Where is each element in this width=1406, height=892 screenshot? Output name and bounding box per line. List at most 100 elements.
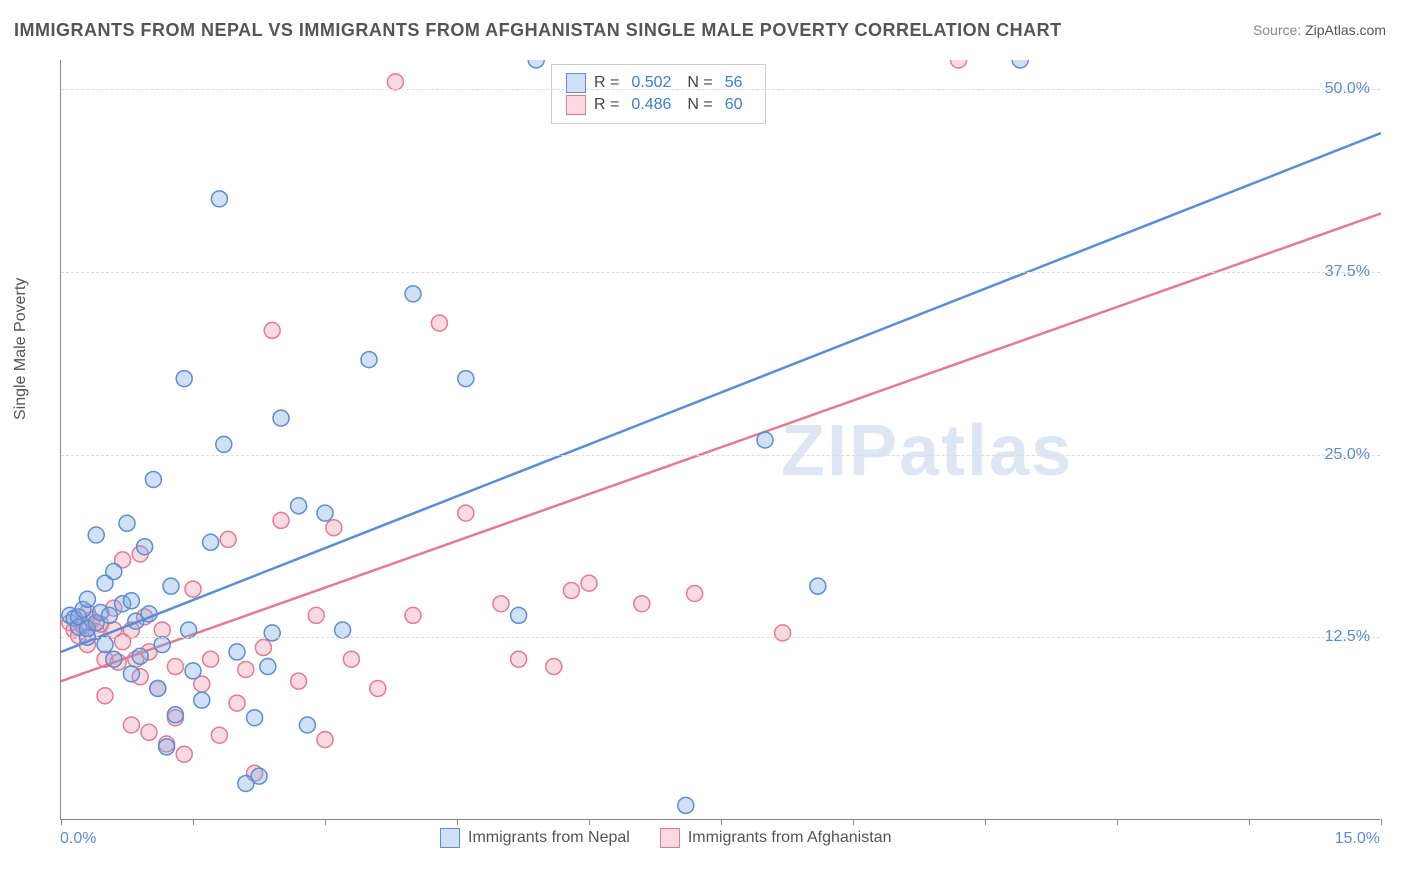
data-point [123,593,139,609]
correlation-legend: R = 0.502 N = 56 R = 0.486 N = 60 [551,64,766,124]
data-point [951,60,967,68]
x-tick [1381,819,1382,825]
series-legend: Immigrants from Nepal Immigrants from Af… [440,828,891,848]
x-tick [853,819,854,825]
data-point [97,637,113,653]
data-point [810,578,826,594]
swatch-afghanistan [566,95,586,115]
data-point [181,622,197,638]
x-tick [193,819,194,825]
data-point [163,578,179,594]
data-point [255,640,271,656]
data-point [176,371,192,387]
legend-label-afghanistan: Immigrants from Afghanistan [688,829,892,847]
x-tick [985,819,986,825]
gridline [61,272,1380,273]
data-point [251,768,267,784]
data-point [326,520,342,536]
data-point [299,717,315,733]
data-point [185,581,201,597]
data-point [361,352,377,368]
n-label: N = [687,96,712,114]
data-point [167,707,183,723]
r-label: R = [594,96,619,114]
source-link[interactable]: ZipAtlas.com [1305,22,1386,38]
legend-item-afghanistan: Immigrants from Afghanistan [660,828,892,848]
legend-item-nepal: Immigrants from Nepal [440,828,630,848]
data-point [145,471,161,487]
data-point [370,680,386,696]
data-point [211,727,227,743]
data-point [387,74,403,90]
trend-line [61,133,1381,652]
data-point [79,591,95,607]
x-axis-max-label: 15.0% [1335,830,1380,848]
source-label: Source: [1253,22,1301,38]
source-attribution: Source: ZipAtlas.com [1253,22,1386,38]
data-point [229,695,245,711]
data-point [563,583,579,599]
x-tick [61,819,62,825]
data-point [511,651,527,667]
data-point [159,739,175,755]
data-point [317,732,333,748]
y-axis-label: Single Male Poverty [12,278,30,420]
x-tick [721,819,722,825]
data-point [458,371,474,387]
data-point [194,692,210,708]
y-tick-label: 37.5% [1325,263,1370,281]
data-point [97,688,113,704]
data-point [88,527,104,543]
data-point [687,585,703,601]
data-point [137,539,153,555]
data-point [211,191,227,207]
data-point [335,622,351,638]
data-point [458,505,474,521]
gridline [61,637,1380,638]
data-point [405,286,421,302]
data-point [154,622,170,638]
data-point [106,651,122,667]
data-point [343,651,359,667]
gridline [61,455,1380,456]
y-tick-label: 50.0% [1325,80,1370,98]
data-point [775,625,791,641]
data-point [203,534,219,550]
x-axis-min-label: 0.0% [60,830,96,848]
data-point [176,746,192,762]
data-point [273,410,289,426]
x-tick [1117,819,1118,825]
data-point [167,659,183,675]
data-point [247,710,263,726]
data-point [150,680,166,696]
data-point [757,432,773,448]
swatch-afghanistan-bottom [660,828,680,848]
data-point [106,564,122,580]
legend-row-afghanistan: R = 0.486 N = 60 [566,95,751,115]
data-point [308,607,324,623]
x-tick [325,819,326,825]
data-point [154,637,170,653]
chart-svg [61,60,1381,820]
gridline [61,89,1380,90]
x-tick [457,819,458,825]
r-value-afghanistan: 0.486 [631,96,671,114]
data-point [216,436,232,452]
data-point [511,607,527,623]
data-point [1012,60,1028,68]
data-point [581,575,597,591]
data-point [119,515,135,531]
data-point [291,498,307,514]
data-point [229,644,245,660]
data-point [123,666,139,682]
legend-label-nepal: Immigrants from Nepal [468,829,630,847]
n-value-afghanistan: 60 [725,96,743,114]
data-point [317,505,333,521]
data-point [264,322,280,338]
x-tick [589,819,590,825]
swatch-nepal-bottom [440,828,460,848]
data-point [185,663,201,679]
data-point [678,797,694,813]
data-point [238,661,254,677]
data-point [493,596,509,612]
